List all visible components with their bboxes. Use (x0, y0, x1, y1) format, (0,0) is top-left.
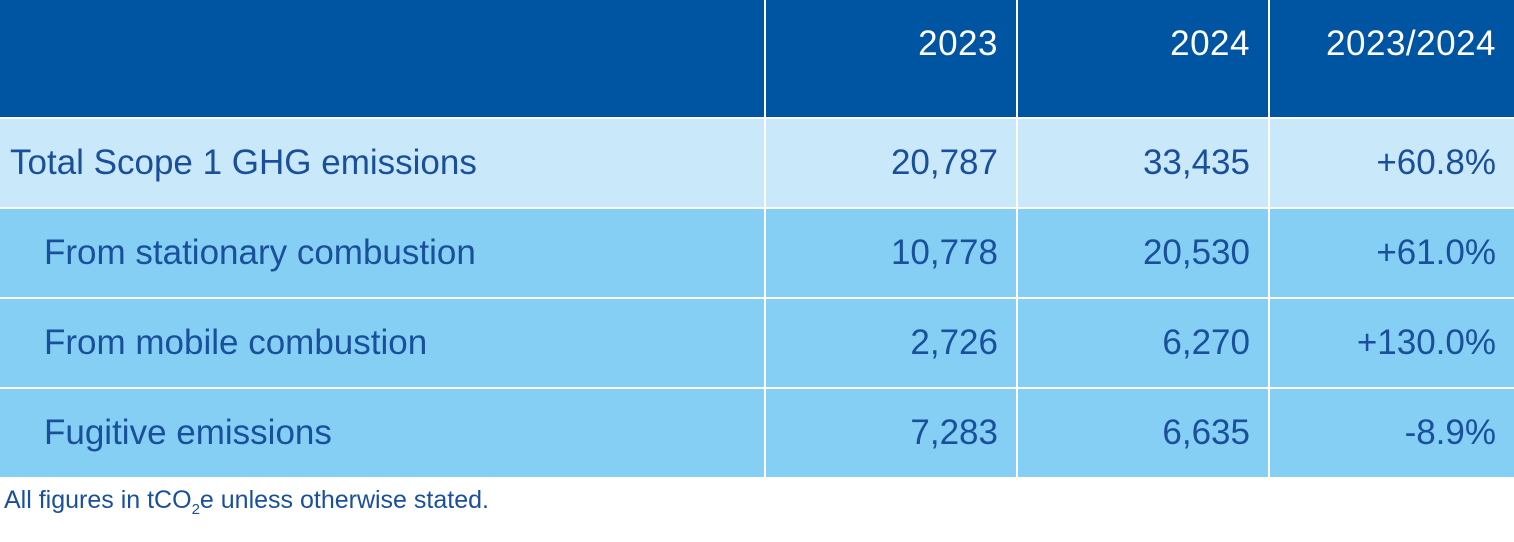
value-2024: 33,435 (1017, 118, 1270, 209)
header-row: 2023 2024 2023/2024 (0, 0, 1514, 119)
table-header: 2023 2024 2023/2024 (0, 0, 1514, 119)
footnote-subscript: 2 (191, 501, 200, 518)
table-footnote: All figures in tCO2e unless otherwise st… (4, 486, 489, 518)
value-change: +60.8% (1269, 118, 1514, 209)
header-2023: 2023 (765, 0, 1018, 119)
scope1-emissions-table: 2023 2024 2023/2024 Total Scope 1 GHG em… (0, 0, 1514, 477)
value-2024: 6,635 (1017, 388, 1270, 477)
value-2023: 10,778 (765, 208, 1018, 299)
value-2023: 20,787 (765, 118, 1018, 209)
row-label: From stationary combustion (0, 208, 766, 299)
footnote-suffix: e unless otherwise stated. (199, 486, 489, 514)
row-label: Total Scope 1 GHG emissions (0, 118, 766, 209)
value-2023: 2,726 (765, 298, 1018, 389)
value-change: +61.0% (1269, 208, 1514, 299)
header-change: 2023/2024 (1269, 0, 1514, 119)
table-row-fugitive-emissions: Fugitive emissions 7,283 6,635 -8.9% (0, 388, 1514, 477)
row-label: Fugitive emissions (0, 388, 766, 477)
table-body: Total Scope 1 GHG emissions 20,787 33,43… (0, 118, 1514, 477)
value-change: +130.0% (1269, 298, 1514, 389)
value-2024: 20,530 (1017, 208, 1270, 299)
table-row-total-scope1: Total Scope 1 GHG emissions 20,787 33,43… (0, 118, 1514, 209)
value-change: -8.9% (1269, 388, 1514, 477)
value-2023: 7,283 (765, 388, 1018, 477)
value-2024: 6,270 (1017, 298, 1270, 389)
table-row-mobile-combustion: From mobile combustion 2,726 6,270 +130.… (0, 298, 1514, 389)
row-label: From mobile combustion (0, 298, 766, 389)
header-label-blank (0, 0, 766, 119)
table-row-stationary-combustion: From stationary combustion 10,778 20,530… (0, 208, 1514, 299)
footnote-prefix: All figures in tCO (4, 486, 192, 514)
header-2024: 2024 (1017, 0, 1270, 119)
